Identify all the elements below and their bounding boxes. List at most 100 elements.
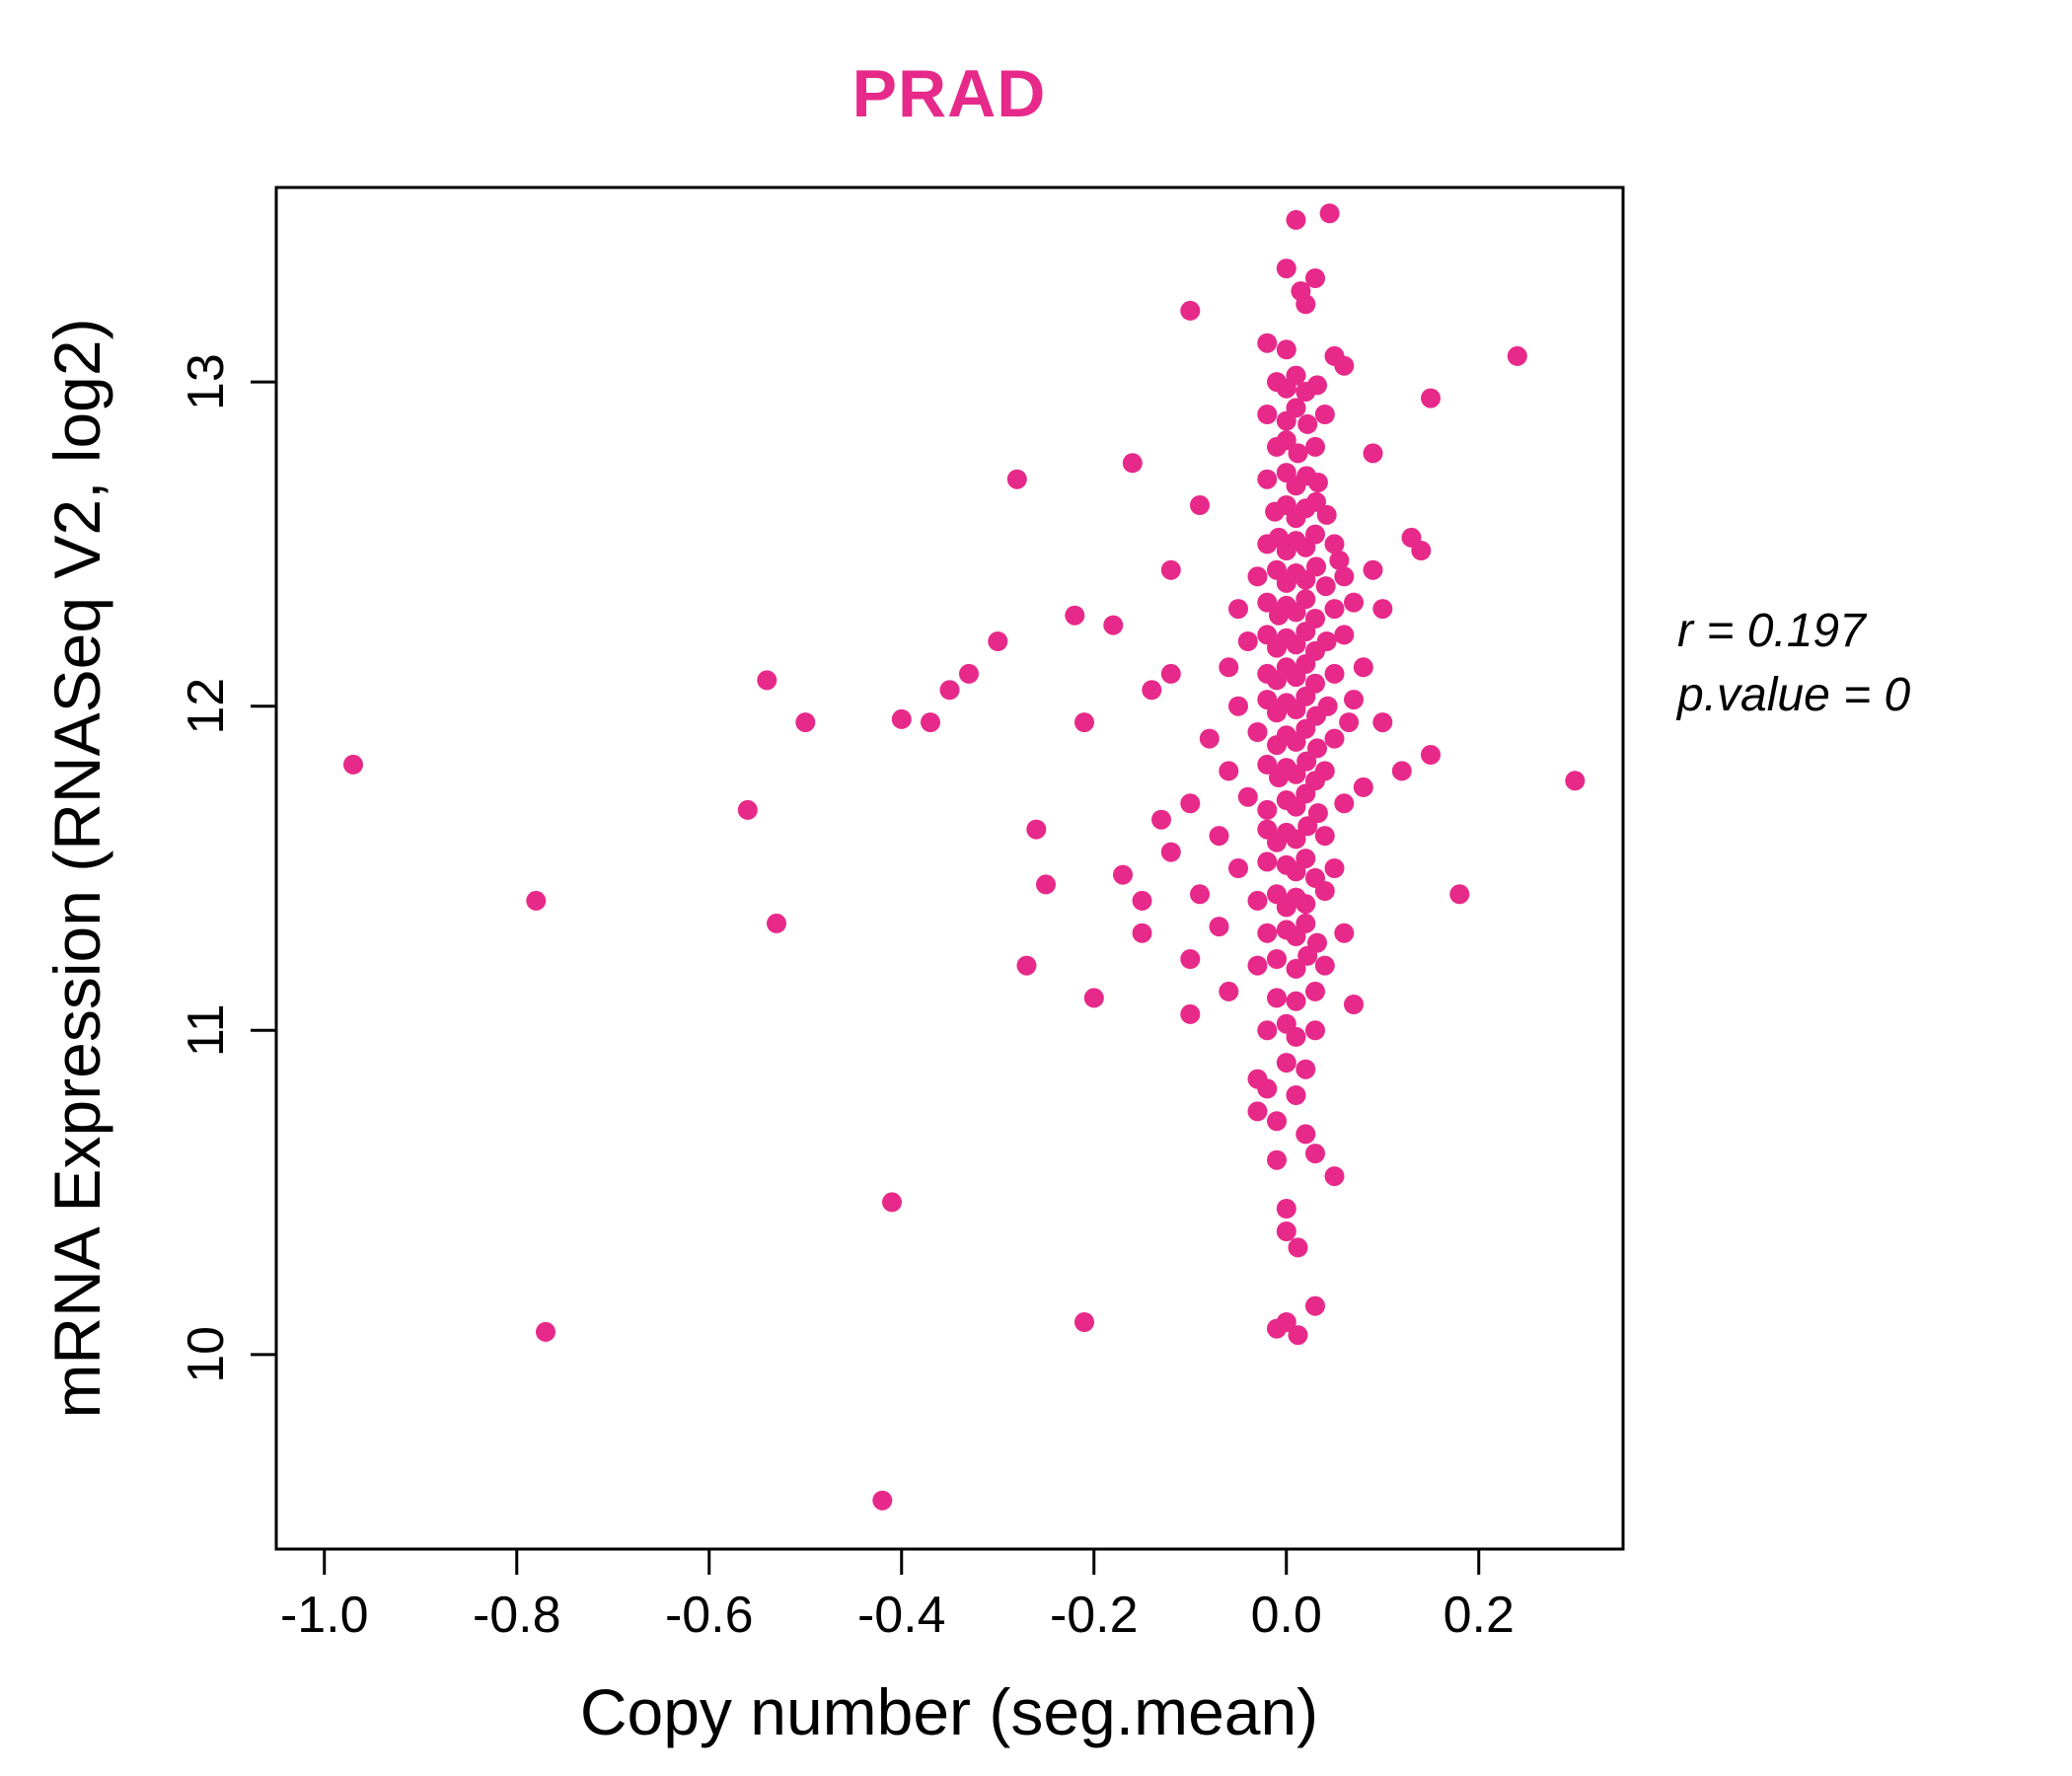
data-point — [1353, 777, 1373, 797]
data-point — [1286, 829, 1306, 850]
data-point — [1421, 388, 1441, 408]
data-point — [1257, 851, 1278, 872]
data-point — [1288, 1325, 1308, 1346]
data-point — [1286, 958, 1306, 979]
data-point — [1286, 1085, 1306, 1105]
data-point — [1257, 754, 1278, 775]
data-point — [1324, 599, 1345, 620]
data-point — [536, 1321, 555, 1342]
data-point — [1372, 599, 1393, 620]
data-point — [1329, 550, 1350, 570]
data-point — [1297, 816, 1318, 837]
data-point — [1190, 495, 1210, 515]
data-point — [1276, 430, 1296, 451]
data-point — [1316, 631, 1337, 651]
data-point — [1180, 300, 1201, 321]
x-tick-label: -0.2 — [1050, 1587, 1139, 1644]
data-point — [1267, 1111, 1287, 1132]
data-point — [1507, 345, 1527, 366]
x-tick-label: -0.4 — [857, 1587, 946, 1644]
data-point — [1257, 923, 1278, 943]
x-tick-label: -0.6 — [665, 1587, 754, 1644]
data-point — [1160, 842, 1181, 862]
data-point — [1286, 209, 1306, 230]
y-tick-label: 11 — [178, 1003, 235, 1057]
data-point — [1296, 751, 1317, 772]
data-point — [1297, 413, 1318, 434]
data-point — [1113, 864, 1133, 885]
data-point — [1074, 712, 1094, 733]
x-tick-label: 0.2 — [1443, 1587, 1515, 1644]
data-point — [1295, 294, 1316, 315]
data-point — [737, 799, 758, 820]
data-point — [1295, 913, 1316, 933]
data-point — [1286, 1026, 1306, 1047]
data-point — [1339, 712, 1360, 733]
y-tick-label: 13 — [178, 353, 235, 410]
data-point — [1247, 566, 1268, 587]
data-point — [1257, 405, 1278, 424]
data-point — [1334, 355, 1355, 376]
data-point — [1276, 339, 1296, 360]
data-point — [1314, 761, 1335, 781]
data-point — [959, 663, 979, 684]
data-point — [1305, 1020, 1325, 1041]
data-point — [1316, 504, 1337, 525]
data-point — [1314, 405, 1335, 424]
data-point — [1295, 894, 1316, 915]
data-point — [988, 631, 1008, 651]
x-axis-label: Copy number (seg.mean) — [579, 1675, 1319, 1748]
data-point — [1324, 534, 1345, 555]
data-point — [1286, 991, 1306, 1011]
correlation-r-text: r = 0.197 — [1677, 605, 1866, 657]
data-point — [1353, 657, 1373, 678]
data-point — [1180, 1003, 1201, 1024]
data-point — [1103, 615, 1124, 635]
data-point — [1276, 1199, 1296, 1219]
data-point — [1306, 556, 1326, 577]
data-point — [1449, 884, 1470, 905]
data-point — [1411, 541, 1432, 560]
data-point — [891, 708, 912, 729]
data-point — [1257, 469, 1278, 489]
data-point — [1372, 712, 1393, 733]
data-point — [343, 754, 363, 775]
data-point — [1228, 696, 1248, 716]
data-point — [1180, 949, 1201, 969]
data-point — [1297, 945, 1318, 966]
data-point — [872, 1490, 893, 1511]
data-point — [1295, 783, 1316, 804]
data-point — [1257, 1020, 1278, 1041]
data-point — [526, 890, 547, 911]
data-point — [1237, 786, 1258, 807]
data-point — [1006, 469, 1027, 489]
chart-title: PRAD — [851, 56, 1047, 131]
data-point — [1295, 622, 1316, 642]
data-point — [1286, 398, 1306, 418]
data-point — [882, 1192, 902, 1213]
data-point — [1065, 605, 1085, 626]
data-point — [1334, 625, 1355, 645]
data-point — [1421, 745, 1441, 765]
data-point — [1267, 988, 1287, 1008]
data-point — [1267, 949, 1287, 969]
data-point — [1344, 995, 1364, 1014]
data-point — [1307, 473, 1328, 492]
data-point — [1295, 849, 1316, 869]
data-point — [1026, 819, 1047, 840]
data-point — [1317, 696, 1338, 716]
plot-box — [274, 185, 1625, 1551]
data-point — [1257, 592, 1278, 613]
data-point — [1324, 663, 1345, 684]
data-point — [1132, 890, 1152, 911]
data-point — [1295, 1124, 1316, 1145]
data-point — [1160, 559, 1181, 580]
data-point — [1295, 1059, 1316, 1079]
data-point — [1180, 793, 1201, 814]
data-point — [939, 680, 960, 701]
data-point — [1307, 738, 1327, 759]
data-point — [1324, 858, 1345, 878]
data-point — [1036, 874, 1056, 895]
data-point — [1305, 1144, 1325, 1164]
data-point — [1391, 761, 1412, 781]
